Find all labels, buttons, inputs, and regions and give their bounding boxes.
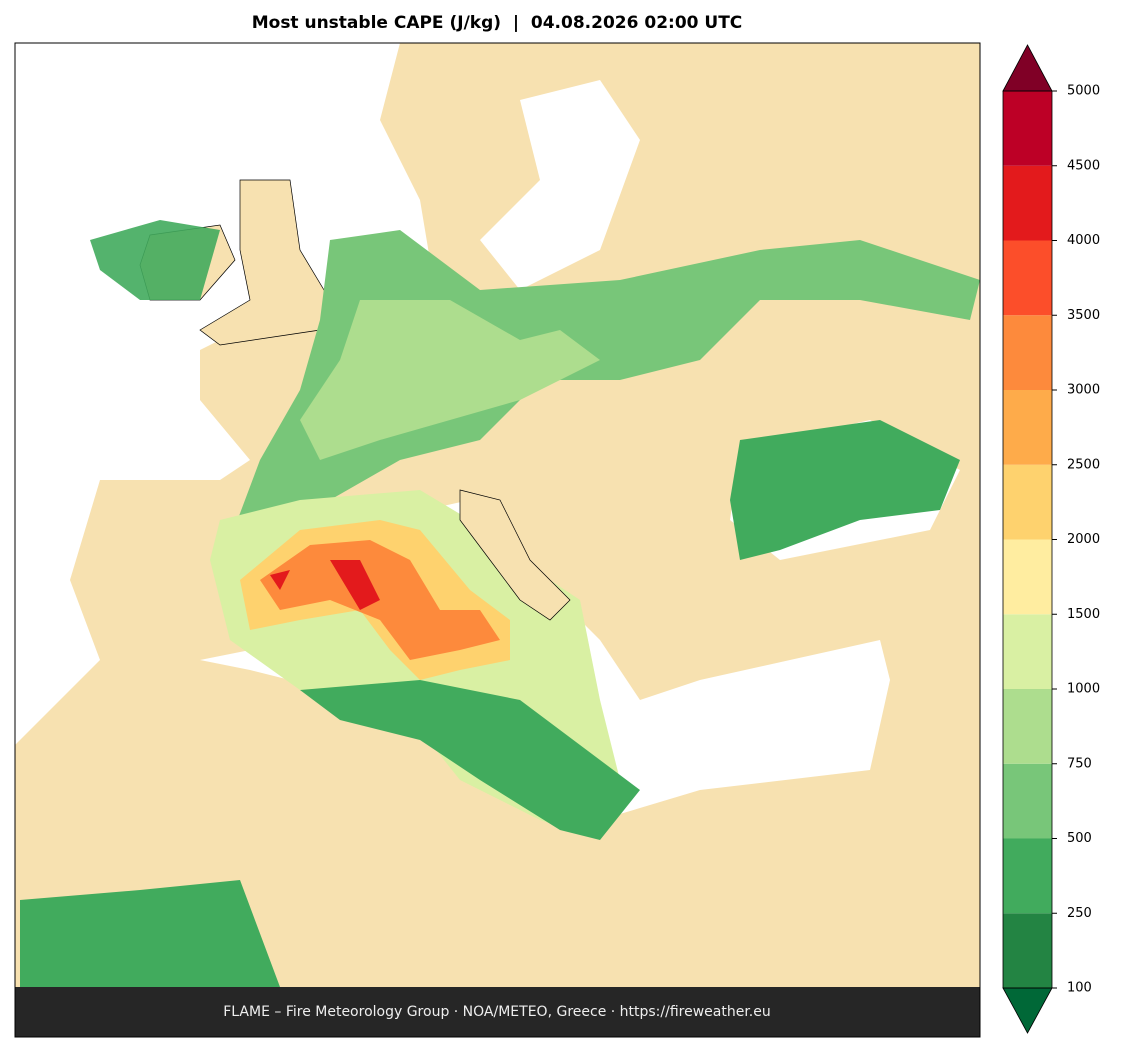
footer-bar [15, 987, 980, 1037]
colorbar-tick-label: 1500 [1067, 607, 1100, 622]
colorbar-tick-label: 3500 [1067, 308, 1100, 323]
colorbar-segment [1003, 315, 1052, 390]
map-frame [14, 42, 981, 1038]
title: Most unstable CAPE (J/kg) | 04.08.2026 0… [252, 13, 743, 33]
colorbar-segment [1003, 539, 1052, 615]
colorbar-segment [1003, 91, 1052, 166]
colorbar-tick-label: 2000 [1067, 532, 1100, 547]
colorbar-segment [1003, 165, 1052, 241]
italy [459, 489, 571, 621]
colorbar-segment [1003, 464, 1052, 540]
colorbar-tick-label: 1000 [1067, 682, 1100, 697]
colorbar: 100 250 500 750 1000 1500 2000 2500 3000 3500 4000… [1002, 44, 1100, 1034]
cape-area [90, 220, 220, 300]
colorbar-segment [1003, 390, 1052, 465]
colorbar-under [1002, 987, 1053, 1034]
colorbar-segment [1003, 614, 1052, 689]
cape-area [300, 300, 600, 460]
cape-area [730, 420, 960, 560]
colorbar-tick-label: 750 [1067, 756, 1092, 771]
cape-area [20, 880, 280, 987]
colorbar-tick-label: 100 [1067, 981, 1092, 996]
atlantic [15, 43, 430, 745]
colorbar-tick-label: 3000 [1067, 383, 1100, 398]
colorbar-tick-label: 4000 [1067, 233, 1100, 248]
colorbar-tick-label: 250 [1067, 906, 1092, 921]
baltic [480, 80, 640, 290]
footer-text: FLAME – Fire Meteorology Group · NOA/MET… [223, 1004, 771, 1020]
colorbar-segment [1003, 240, 1052, 316]
colorbar-segment [1003, 913, 1052, 988]
colorbar-segment [1003, 838, 1052, 914]
colorbar-tick-label: 5000 [1067, 84, 1100, 99]
colorbar-segment [1003, 763, 1052, 839]
map: FLAME – Fire Meteorology Group · NOA/MET… [14, 42, 981, 1038]
colorbar-tick-label: 2500 [1067, 457, 1100, 472]
colorbar-tick-label: 4500 [1067, 158, 1100, 173]
colorbar-segment [1003, 689, 1052, 764]
cape-area [300, 680, 640, 840]
cape-area [270, 560, 380, 610]
colorbar-tick-label: 500 [1067, 831, 1092, 846]
colorbar-over [1002, 44, 1053, 92]
